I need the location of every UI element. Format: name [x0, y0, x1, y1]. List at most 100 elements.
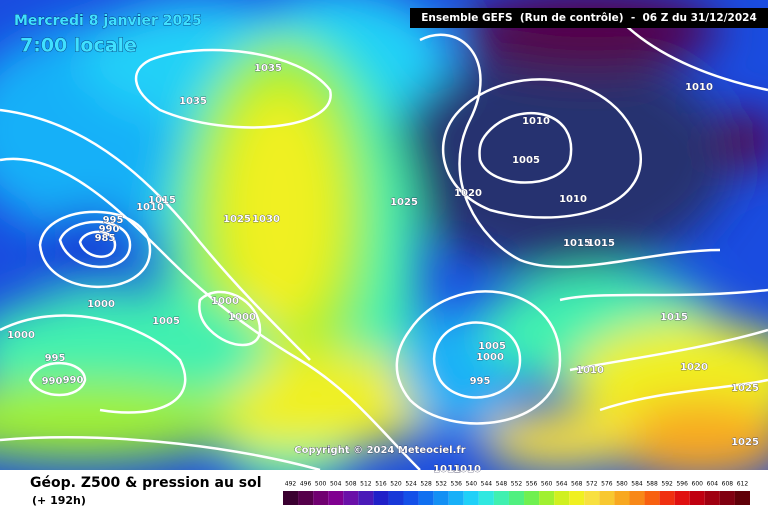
color-swatch — [584, 491, 600, 505]
isobar-label: 995 — [45, 353, 66, 364]
isobar-label: 1011 — [433, 464, 461, 475]
color-swatch — [539, 491, 555, 505]
color-swatch — [719, 491, 735, 505]
color-swatch — [493, 491, 509, 505]
isobar-label: 1020 — [454, 188, 482, 199]
color-swatch — [463, 491, 479, 505]
color-swatch — [403, 491, 419, 505]
isobar-label: 1010 — [559, 194, 587, 205]
color-swatch — [734, 491, 750, 505]
isobar-label: 985 — [95, 233, 116, 244]
color-swatch — [373, 491, 389, 505]
colorbar-label: 512 — [360, 481, 372, 488]
color-swatch — [283, 491, 299, 505]
color-swatch — [343, 491, 359, 505]
colorbar-label: 572 — [586, 481, 598, 488]
color-swatch — [448, 491, 464, 505]
field — [0, 0, 768, 470]
colorbar-label: 556 — [526, 481, 538, 488]
isobar-label: 1000 — [228, 312, 256, 323]
color-swatch — [629, 491, 645, 505]
isobar-label: 1025 — [223, 214, 251, 225]
colorbar-label: 516 — [375, 481, 387, 488]
colorbar-label: 504 — [330, 481, 342, 488]
isobar-label: 1000 — [87, 299, 115, 310]
colorbar-label: 524 — [405, 481, 417, 488]
time: 7:00 locale — [20, 35, 137, 57]
isobar-label: 1000 — [476, 352, 504, 363]
isobar-label: 990 — [63, 375, 84, 386]
isobar-label: 995 — [470, 376, 491, 387]
isobar-label: 1010 — [576, 365, 604, 376]
colorbar-label: 584 — [631, 481, 643, 488]
footer-title: Géop. Z500 & pression au sol — [30, 475, 262, 491]
color-swatch — [298, 491, 314, 505]
color-swatch — [508, 491, 525, 505]
isobar-label: 1035 — [254, 63, 282, 74]
colorbar-label: 568 — [571, 481, 583, 488]
isobar-label: 1010 — [136, 202, 164, 213]
isobar-label: 1005 — [152, 316, 180, 327]
colorbar-label: 600 — [692, 481, 704, 488]
isobar-label: 1020 — [680, 362, 708, 373]
colorbar-label: 612 — [737, 481, 749, 488]
colorbar-label: 592 — [661, 481, 673, 488]
colorbar-label: 540 — [466, 481, 478, 488]
colorbar-label: 608 — [722, 481, 734, 488]
isobar-label: 1025 — [390, 197, 418, 208]
isobar-label: 1030 — [252, 214, 280, 225]
color-swatch — [478, 491, 494, 505]
date: Mercredi 8 janvier 2025 — [14, 13, 202, 29]
isobar-label: 1010 — [453, 464, 481, 475]
color-swatch — [418, 491, 434, 505]
color-swatch — [313, 491, 329, 505]
colorbar-label: 496 — [300, 481, 312, 488]
isobar-label: 1005 — [478, 341, 506, 352]
isobar-label: 1010 — [522, 116, 550, 127]
isobar-label: 1015 — [148, 195, 176, 206]
run-box — [410, 8, 768, 28]
color-swatch — [524, 491, 540, 505]
isobar-label: 1005 — [512, 155, 540, 166]
isobar-label: 1000 — [211, 296, 239, 307]
isobar-label: 1015 — [563, 238, 591, 249]
isobar-label: 1025 — [731, 437, 759, 448]
color-swatch — [569, 491, 585, 505]
isobar-label: 1035 — [179, 96, 207, 107]
colorbar-label: 500 — [315, 481, 327, 488]
colorbar-label: 528 — [420, 481, 432, 488]
color-swatch — [599, 491, 615, 505]
color-swatch — [614, 491, 630, 505]
isobar-label: 1015 — [587, 238, 615, 249]
copyright: Copyright © 2024 Meteociel.fr — [294, 445, 465, 456]
run-info: Ensemble GEFS (Run de contrôle) - 06 Z d… — [421, 12, 757, 24]
colorbar-label: 548 — [496, 481, 508, 488]
colorbar-label: 552 — [511, 481, 523, 488]
color-swatch — [554, 491, 570, 505]
isobar-label: 995 — [103, 215, 124, 226]
isobar-label: 1000 — [7, 330, 35, 341]
color-swatch — [328, 491, 344, 505]
color-swatch — [388, 491, 404, 505]
color-swatch — [689, 491, 705, 505]
colorbar-label: 560 — [541, 481, 553, 488]
color-swatch — [433, 491, 449, 505]
colorbar-label: 532 — [435, 481, 447, 488]
color-swatch — [659, 491, 675, 505]
color-swatch — [644, 491, 660, 505]
colorbar-label: 544 — [481, 481, 493, 488]
isobar-label: 1015 — [660, 312, 688, 323]
isobar-label: 1025 — [731, 383, 759, 394]
colorbar-label: 520 — [390, 481, 402, 488]
colorbar-label: 536 — [451, 481, 463, 488]
colorbar-label: 508 — [345, 481, 357, 488]
color-swatch — [674, 491, 690, 505]
color-swatch — [358, 491, 374, 505]
colorbar-label: 564 — [556, 481, 568, 488]
isobar-label: 1010 — [685, 82, 713, 93]
colorbar-label: 576 — [601, 481, 613, 488]
colorbar-label: 588 — [646, 481, 658, 488]
footer-lead: (+ 192h) — [32, 494, 86, 507]
